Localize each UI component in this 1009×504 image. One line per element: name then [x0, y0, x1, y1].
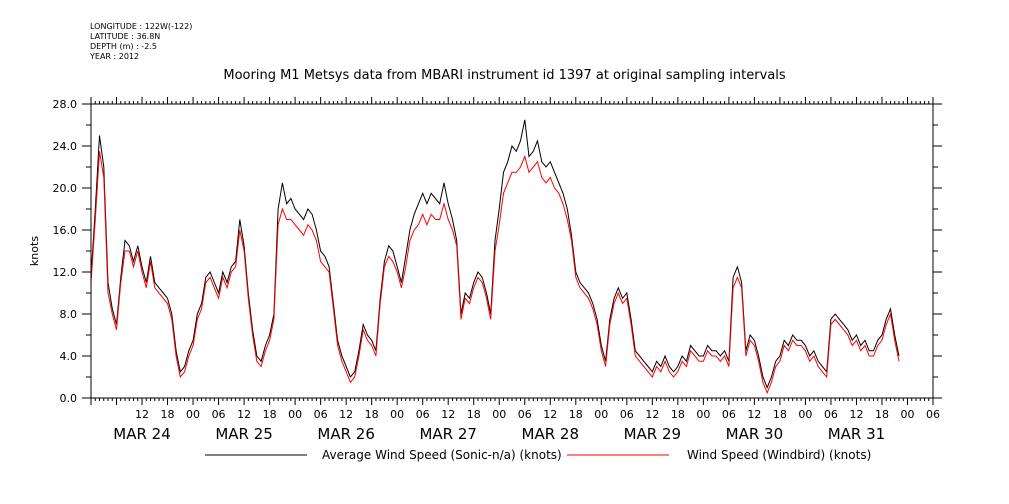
legend-label-windbird: Wind Speed (Windbird) (knots) — [687, 448, 871, 462]
x-hour-label: 00 — [798, 408, 812, 421]
y-tick-label: 12.0 — [53, 266, 78, 279]
x-hour-label: 06 — [518, 408, 532, 421]
x-hour-label: 00 — [288, 408, 302, 421]
y-tick-label: 0.0 — [60, 392, 78, 405]
chart-title: Mooring M1 Metsys data from MBARI instru… — [223, 68, 786, 83]
x-hour-label: 18 — [569, 408, 583, 421]
x-hour-label: 12 — [339, 408, 353, 421]
x-hour-label: 18 — [773, 408, 787, 421]
longitude-text: LONGITUDE : 122W(-122) — [90, 22, 193, 31]
series-average-wind-speed-line — [90, 119, 900, 389]
metadata-block: LONGITUDE : 122W(-122) LATITUDE : 36.8N … — [90, 22, 192, 62]
x-hour-label: 12 — [747, 408, 761, 421]
y-tick-label: 8.0 — [60, 308, 78, 321]
x-hour-label: 12 — [237, 408, 251, 421]
y-tick-label: 16.0 — [53, 224, 78, 237]
x-hour-label: 06 — [824, 408, 838, 421]
x-hour-label: 00 — [390, 408, 404, 421]
latitude-text: LATITUDE : 36.8N — [90, 32, 161, 41]
depth-text: DEPTH (m) : -2.5 — [90, 42, 157, 51]
x-date-label: MAR 26 — [317, 425, 374, 443]
y-tick-label: 20.0 — [53, 182, 78, 195]
x-hour-label: 12 — [849, 408, 863, 421]
x-date-label: MAR 24 — [113, 425, 170, 443]
x-hour-label: 00 — [900, 408, 914, 421]
year-text: YEAR : 2012 — [90, 52, 140, 61]
x-hour-label: 06 — [620, 408, 634, 421]
x-date-label: MAR 30 — [726, 425, 783, 443]
x-hour-label: 12 — [135, 408, 149, 421]
x-date-label: MAR 29 — [624, 425, 681, 443]
x-hour-label: 18 — [671, 408, 685, 421]
x-date-label: MAR 31 — [828, 425, 885, 443]
x-hour-label: 18 — [365, 408, 379, 421]
y-axis-label: knots — [28, 236, 41, 266]
y-tick-label: 4.0 — [60, 350, 78, 363]
x-date-label: MAR 25 — [215, 425, 272, 443]
x-hour-label: 18 — [161, 408, 175, 421]
x-hour-label: 12 — [441, 408, 455, 421]
x-hour-label: 12 — [543, 408, 557, 421]
y-tick-label: 24.0 — [53, 140, 78, 153]
series-windbird-wind-speed-line — [90, 151, 900, 395]
x-hour-label: 18 — [875, 408, 889, 421]
x-hour-label: 00 — [186, 408, 200, 421]
x-hour-label: 12 — [645, 408, 659, 421]
x-hour-label: 00 — [696, 408, 710, 421]
y-tick-label: 28.0 — [53, 98, 78, 111]
x-date-label: MAR 27 — [419, 425, 476, 443]
x-hour-label: 06 — [212, 408, 226, 421]
x-hour-label: 06 — [722, 408, 736, 421]
x-hour-label: 18 — [467, 408, 481, 421]
x-hour-label: 06 — [926, 408, 940, 421]
x-hour-label: 00 — [594, 408, 608, 421]
x-hour-label: 06 — [416, 408, 430, 421]
x-hour-label: 18 — [263, 408, 277, 421]
x-hour-label: 00 — [492, 408, 506, 421]
x-date-label: MAR 28 — [522, 425, 579, 443]
legend-label-average: Average Wind Speed (Sonic-n/a) (knots) — [322, 448, 562, 462]
x-hour-label: 06 — [314, 408, 328, 421]
